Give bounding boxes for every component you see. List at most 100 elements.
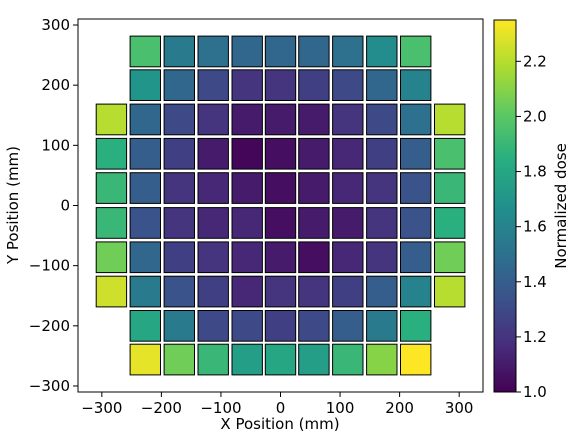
heatmap-tile	[434, 207, 466, 239]
x-tick-label: −300	[81, 399, 122, 417]
heatmap-tile	[298, 310, 330, 342]
heatmap-tile	[264, 241, 297, 274]
x-tick-label: −200	[141, 399, 182, 417]
heatmap-tile	[163, 35, 196, 68]
heatmap-tile	[298, 241, 330, 274]
colorbar-tick-label: 1.2	[523, 328, 547, 346]
heatmap-tile	[231, 275, 263, 308]
heatmap-tile	[400, 35, 432, 68]
x-tick-label: −100	[200, 399, 241, 417]
heatmap-tile	[366, 137, 398, 170]
y-axis-label: Y Position (mm)	[4, 146, 22, 265]
colorbar-ticks: 1.0 1.2 1.4 1.6 1.8 2.0 2.2	[516, 52, 547, 401]
heatmap-tile	[163, 241, 196, 274]
heatmap-tile	[231, 241, 263, 274]
heatmap-tile	[95, 172, 128, 204]
heatmap-tile	[264, 103, 297, 136]
heatmap-tile	[332, 69, 364, 102]
y-tick-label: 200	[41, 76, 70, 94]
heatmap-tile	[434, 241, 466, 274]
heatmap-tile	[163, 275, 196, 308]
heatmap-tile	[298, 172, 330, 204]
x-tick-label: 100	[326, 399, 355, 417]
heatmap-tile	[366, 103, 398, 136]
heatmap-tile	[197, 172, 229, 204]
heatmap-tile	[332, 310, 364, 342]
heatmap-tile	[129, 241, 162, 274]
heatmap-tile	[95, 137, 128, 170]
heatmap-tile	[197, 207, 229, 239]
heatmap-tile	[366, 69, 398, 102]
heatmap-tile	[400, 343, 432, 376]
heatmap-tile	[366, 310, 398, 342]
heatmap-tile	[197, 137, 229, 170]
heatmap-tile	[197, 343, 229, 376]
heatmap-tile	[434, 137, 466, 170]
x-tick-label: 0	[276, 399, 286, 417]
y-tick-label: −300	[29, 377, 70, 395]
heatmap-tile	[163, 172, 196, 204]
x-axis-ticks: −300 −200 −100 0 100 200 300	[81, 392, 473, 417]
heatmap-tile	[366, 343, 398, 376]
heatmap-tile	[129, 137, 162, 170]
heatmap-tile	[400, 172, 432, 204]
heatmap-tile	[332, 103, 364, 136]
y-tick-label: −100	[29, 257, 70, 275]
colorbar-tick-label: 1.0	[523, 383, 547, 401]
heatmap-tile	[366, 172, 398, 204]
y-tick-label: 100	[41, 136, 70, 154]
heatmap-tile	[298, 137, 330, 170]
heatmap-tile	[434, 275, 466, 308]
heatmap-tile	[264, 137, 297, 170]
colorbar	[493, 19, 517, 393]
heatmap-tile	[264, 35, 297, 68]
heatmap-tile	[231, 137, 263, 170]
heatmap-tile	[332, 172, 364, 204]
heatmap-tile	[400, 103, 432, 136]
heatmap-tile	[95, 103, 128, 136]
heatmap-tile	[332, 137, 364, 170]
heatmap-tile	[129, 343, 162, 376]
heatmap-tile	[400, 275, 432, 308]
heatmap-tile	[298, 275, 330, 308]
heatmap-tile	[129, 172, 162, 204]
heatmap-tile	[298, 207, 330, 239]
heatmap-tile	[366, 207, 398, 239]
heatmap-tile	[264, 310, 297, 342]
heatmap-tile	[298, 103, 330, 136]
heatmap-tile	[197, 275, 229, 308]
heatmap-tile	[400, 241, 432, 274]
heatmap-tile	[95, 207, 128, 239]
heatmap-tile	[163, 103, 196, 136]
heatmap-tile	[332, 343, 364, 376]
heatmap-tile	[298, 35, 330, 68]
heatmap-tile	[298, 69, 330, 102]
heatmap-tile	[366, 241, 398, 274]
heatmap-tile	[332, 207, 364, 239]
heatmap-tile	[231, 172, 263, 204]
heatmap-tile	[163, 343, 196, 376]
y-tick-label: 300	[41, 16, 70, 34]
heatmap-tile	[400, 207, 432, 239]
heatmap-tile	[129, 103, 162, 136]
heatmap-tile	[197, 103, 229, 136]
heatmap-tile	[163, 69, 196, 102]
heatmap-tile	[129, 35, 162, 68]
heatmap-tile	[95, 275, 128, 308]
y-axis-ticks: −300 −200 −100 0 100 200 300	[29, 16, 78, 395]
colorbar-tick-label: 1.8	[523, 163, 547, 181]
colorbar-label: Normalized dose	[552, 143, 570, 269]
heatmap-tile	[197, 35, 229, 68]
colorbar-tick-label: 2.0	[523, 107, 547, 125]
heatmap-tile	[163, 207, 196, 239]
heatmap-tile	[264, 343, 297, 376]
heatmap-tile	[400, 137, 432, 170]
x-tick-label: 300	[445, 399, 474, 417]
heatmap-tile	[231, 103, 263, 136]
x-axis-label: X Position (mm)	[220, 415, 339, 433]
heatmap-tile	[366, 35, 398, 68]
heatmap-tile	[129, 310, 162, 342]
heatmap-tile	[434, 172, 466, 204]
heatmap-tile	[298, 343, 330, 376]
heatmap-tile	[231, 343, 263, 376]
